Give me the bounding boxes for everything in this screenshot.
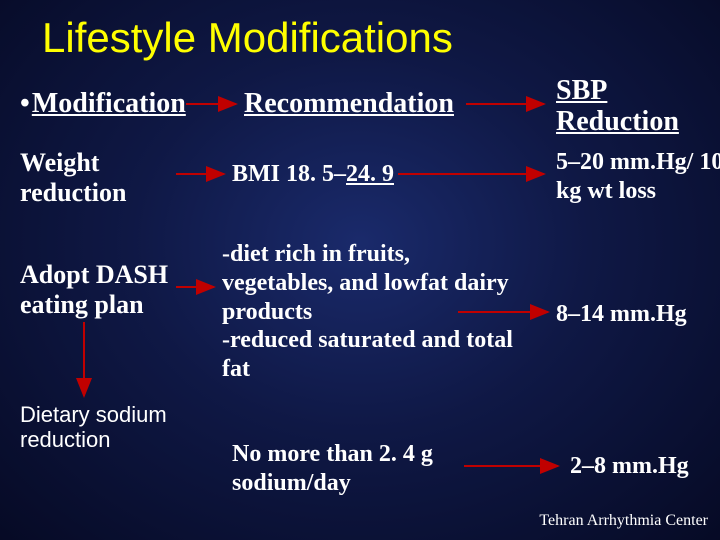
footer-text: Tehran Arrhythmia Center <box>539 512 708 530</box>
row2-sbp: 8–14 mm.Hg <box>556 300 687 329</box>
col-header-sbp: SBP Reduction <box>556 76 706 138</box>
slide-title: Lifestyle Modifications <box>42 14 453 62</box>
row1-modification: Weight reduction <box>20 148 180 208</box>
col-header-modification: Modification <box>20 88 186 120</box>
col-header-recommendation: Recommendation <box>244 88 454 120</box>
row3-recommendation: No more than 2. 4 g sodium/day <box>232 440 472 498</box>
row2-modification: Adopt DASH eating plan <box>20 260 200 320</box>
row3-sbp: 2–8 mm.Hg <box>570 452 689 481</box>
row1-recommendation: BMI 18. 5–24. 9 <box>232 160 394 189</box>
row1-sbp: 5–20 mm.Hg/ 10 kg wt loss <box>556 148 720 206</box>
row3-modification: Dietary sodium reduction <box>20 402 200 453</box>
row2-recommendation: -diet rich in fruits, vegetables, and lo… <box>222 240 522 384</box>
